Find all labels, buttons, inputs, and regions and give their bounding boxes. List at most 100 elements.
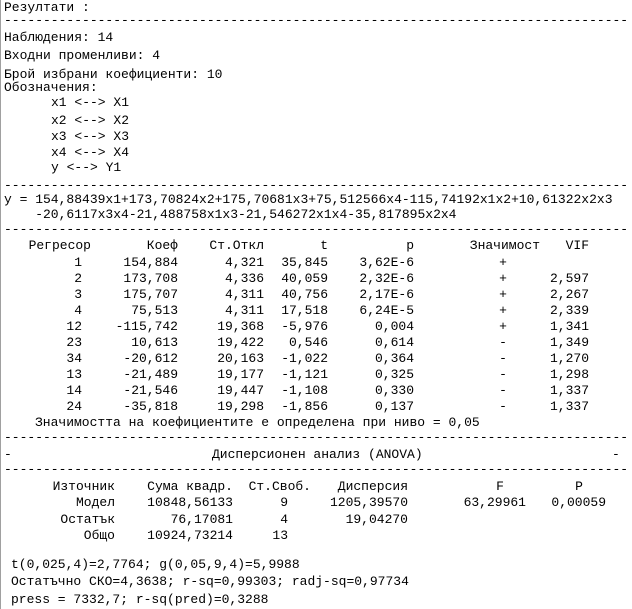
cell: Коеф [146,238,178,253]
cell: 2,32E-6 [359,271,414,286]
table-row: Остатък 76,17081 4 19,04270 [0,512,632,528]
table-row: 14 -21,546 19,447 -1,108 0,330 - 1,337 [0,383,632,399]
cell: Значимост [469,238,540,253]
cell: Ст.Откл [209,238,264,253]
table-row: 1 154,884 4,321 35,845 3,62E-6 + [0,255,632,271]
cell: - [499,335,507,350]
stats-line: t(0,025,4)=2,7764; g(0,05,9,4)=5,9988 [11,557,300,572]
cell: 19,177 [217,367,264,382]
cell: + [499,319,507,334]
notation-item: x1 <--> X1 [51,95,130,110]
cell: Остатък [60,511,115,527]
cell: -115,742 [115,319,178,334]
table-row: 23 10,613 19,422 0,546 0,614 - 1,349 [0,335,632,351]
cell: 40,756 [281,287,328,302]
table-row: 2 173,708 4,336 40,059 2,32E-6 +2,597 [0,271,632,287]
cell: 24 [66,399,82,414]
cell: 19,298 [217,399,264,414]
cell: + [499,303,507,318]
cell: 13 [272,528,288,543]
cell: 0,614 [374,335,414,350]
cell: -1,856 [281,399,328,414]
results-title: Резултати : [4,0,90,15]
divider: ----------------------------------------… [4,222,628,237]
cell: 20,163 [217,351,264,366]
notation-item: x4 <--> X4 [51,145,130,160]
cell: - [499,383,507,398]
notation-item: x3 <--> X3 [51,129,130,144]
notation-item: x2 <--> X2 [51,113,130,128]
cell: Общо [83,528,115,543]
cell: 1,337 [549,399,589,414]
cell: 23 [66,335,82,350]
cell: 3 [74,287,82,302]
cell: 4,311 [224,287,264,302]
cell: -20,612 [123,351,178,366]
cell: 14 [66,383,82,398]
anova-title: Дисперсионен анализ (ANOVA) [212,447,423,462]
cell: Източник [52,479,115,494]
divider: ----------------------------------------… [4,178,628,193]
cell: 40,059 [281,271,328,286]
table-row: 12 -115,742 19,368 -5,976 0,004 +1,341 [0,319,632,335]
cell: -21,489 [123,367,178,382]
cell: 1,337 [549,383,589,398]
cell: - [499,399,507,414]
table-row: 34 -20,612 20,163 -1,022 0,364 - 1,270 [0,351,632,367]
significance-note: Значимостта на коефициентите е определен… [35,415,480,430]
cell: 0,364 [374,351,414,366]
cell: 1,349 [549,335,589,350]
table-row: 13 -21,489 19,177 -1,121 0,325 - 1,298 [0,367,632,383]
notation-item: y <--> Y1 [51,160,122,175]
cell: 10848,56133 [147,495,233,510]
equation-line: -20,6117x3x4-21,488758x1x3-21,546272x1x4… [4,207,457,222]
cell: 175,707 [123,287,178,302]
cell: - [499,367,507,382]
input-vars: Входни променливи: 4 [4,48,161,63]
cell: 0,137 [374,399,414,414]
cell: Модел [75,495,115,510]
cell: 17,518 [281,303,328,318]
cell: 19,422 [217,335,264,350]
cell: -21,546 [123,383,178,398]
divider: ----------------------------------------… [4,430,628,445]
cell: 4 [280,511,288,527]
cell: -1,108 [281,383,328,398]
cell: 1,298 [549,367,589,382]
cell: 10,613 [131,335,178,350]
equation-line: y = 154,88439x1+173,70824x2+175,70681x3+… [4,192,613,207]
stats-line: press = 7332,7; r-sq(pred)=0,3288 [11,592,269,607]
cell: 2,339 [549,303,589,318]
cell: 10924,73214 [147,528,233,543]
dash-left: - [4,447,12,462]
cell: Сума квадр. [147,479,233,494]
cell: VIF [565,238,589,253]
cell: Ст.Своб. [248,479,311,494]
cell: 19,368 [217,319,264,334]
cell: 75,513 [131,303,178,318]
cell: 1 [74,255,82,270]
cell: F [496,479,504,494]
cell: t [320,238,328,253]
cell: 3,62E-6 [359,255,414,270]
divider: ----------------------------------------… [4,462,628,477]
cell: 2,17E-6 [359,287,414,302]
cell: 4,321 [224,255,264,270]
cell: -35,818 [123,399,178,414]
cell: 2,267 [549,287,589,302]
cell: 19,04270 [345,511,408,527]
cell: -1,121 [281,367,328,382]
cell: 34 [66,351,82,366]
cell: 12 [66,319,82,334]
divider: ----------------------------------------… [4,13,628,28]
left-border [0,0,1,609]
cell: 2 [74,271,82,286]
stats-line: Остатъчно СКО=4,3638; r-sq=0,99303; radj… [11,574,409,589]
cell: Регресор [28,238,91,253]
cell: 0,325 [374,367,414,382]
cell: + [499,255,507,270]
dash-right: - [612,447,620,462]
cell: 19,447 [217,383,264,398]
cell: 173,708 [123,271,178,286]
cell: 9 [280,495,288,510]
